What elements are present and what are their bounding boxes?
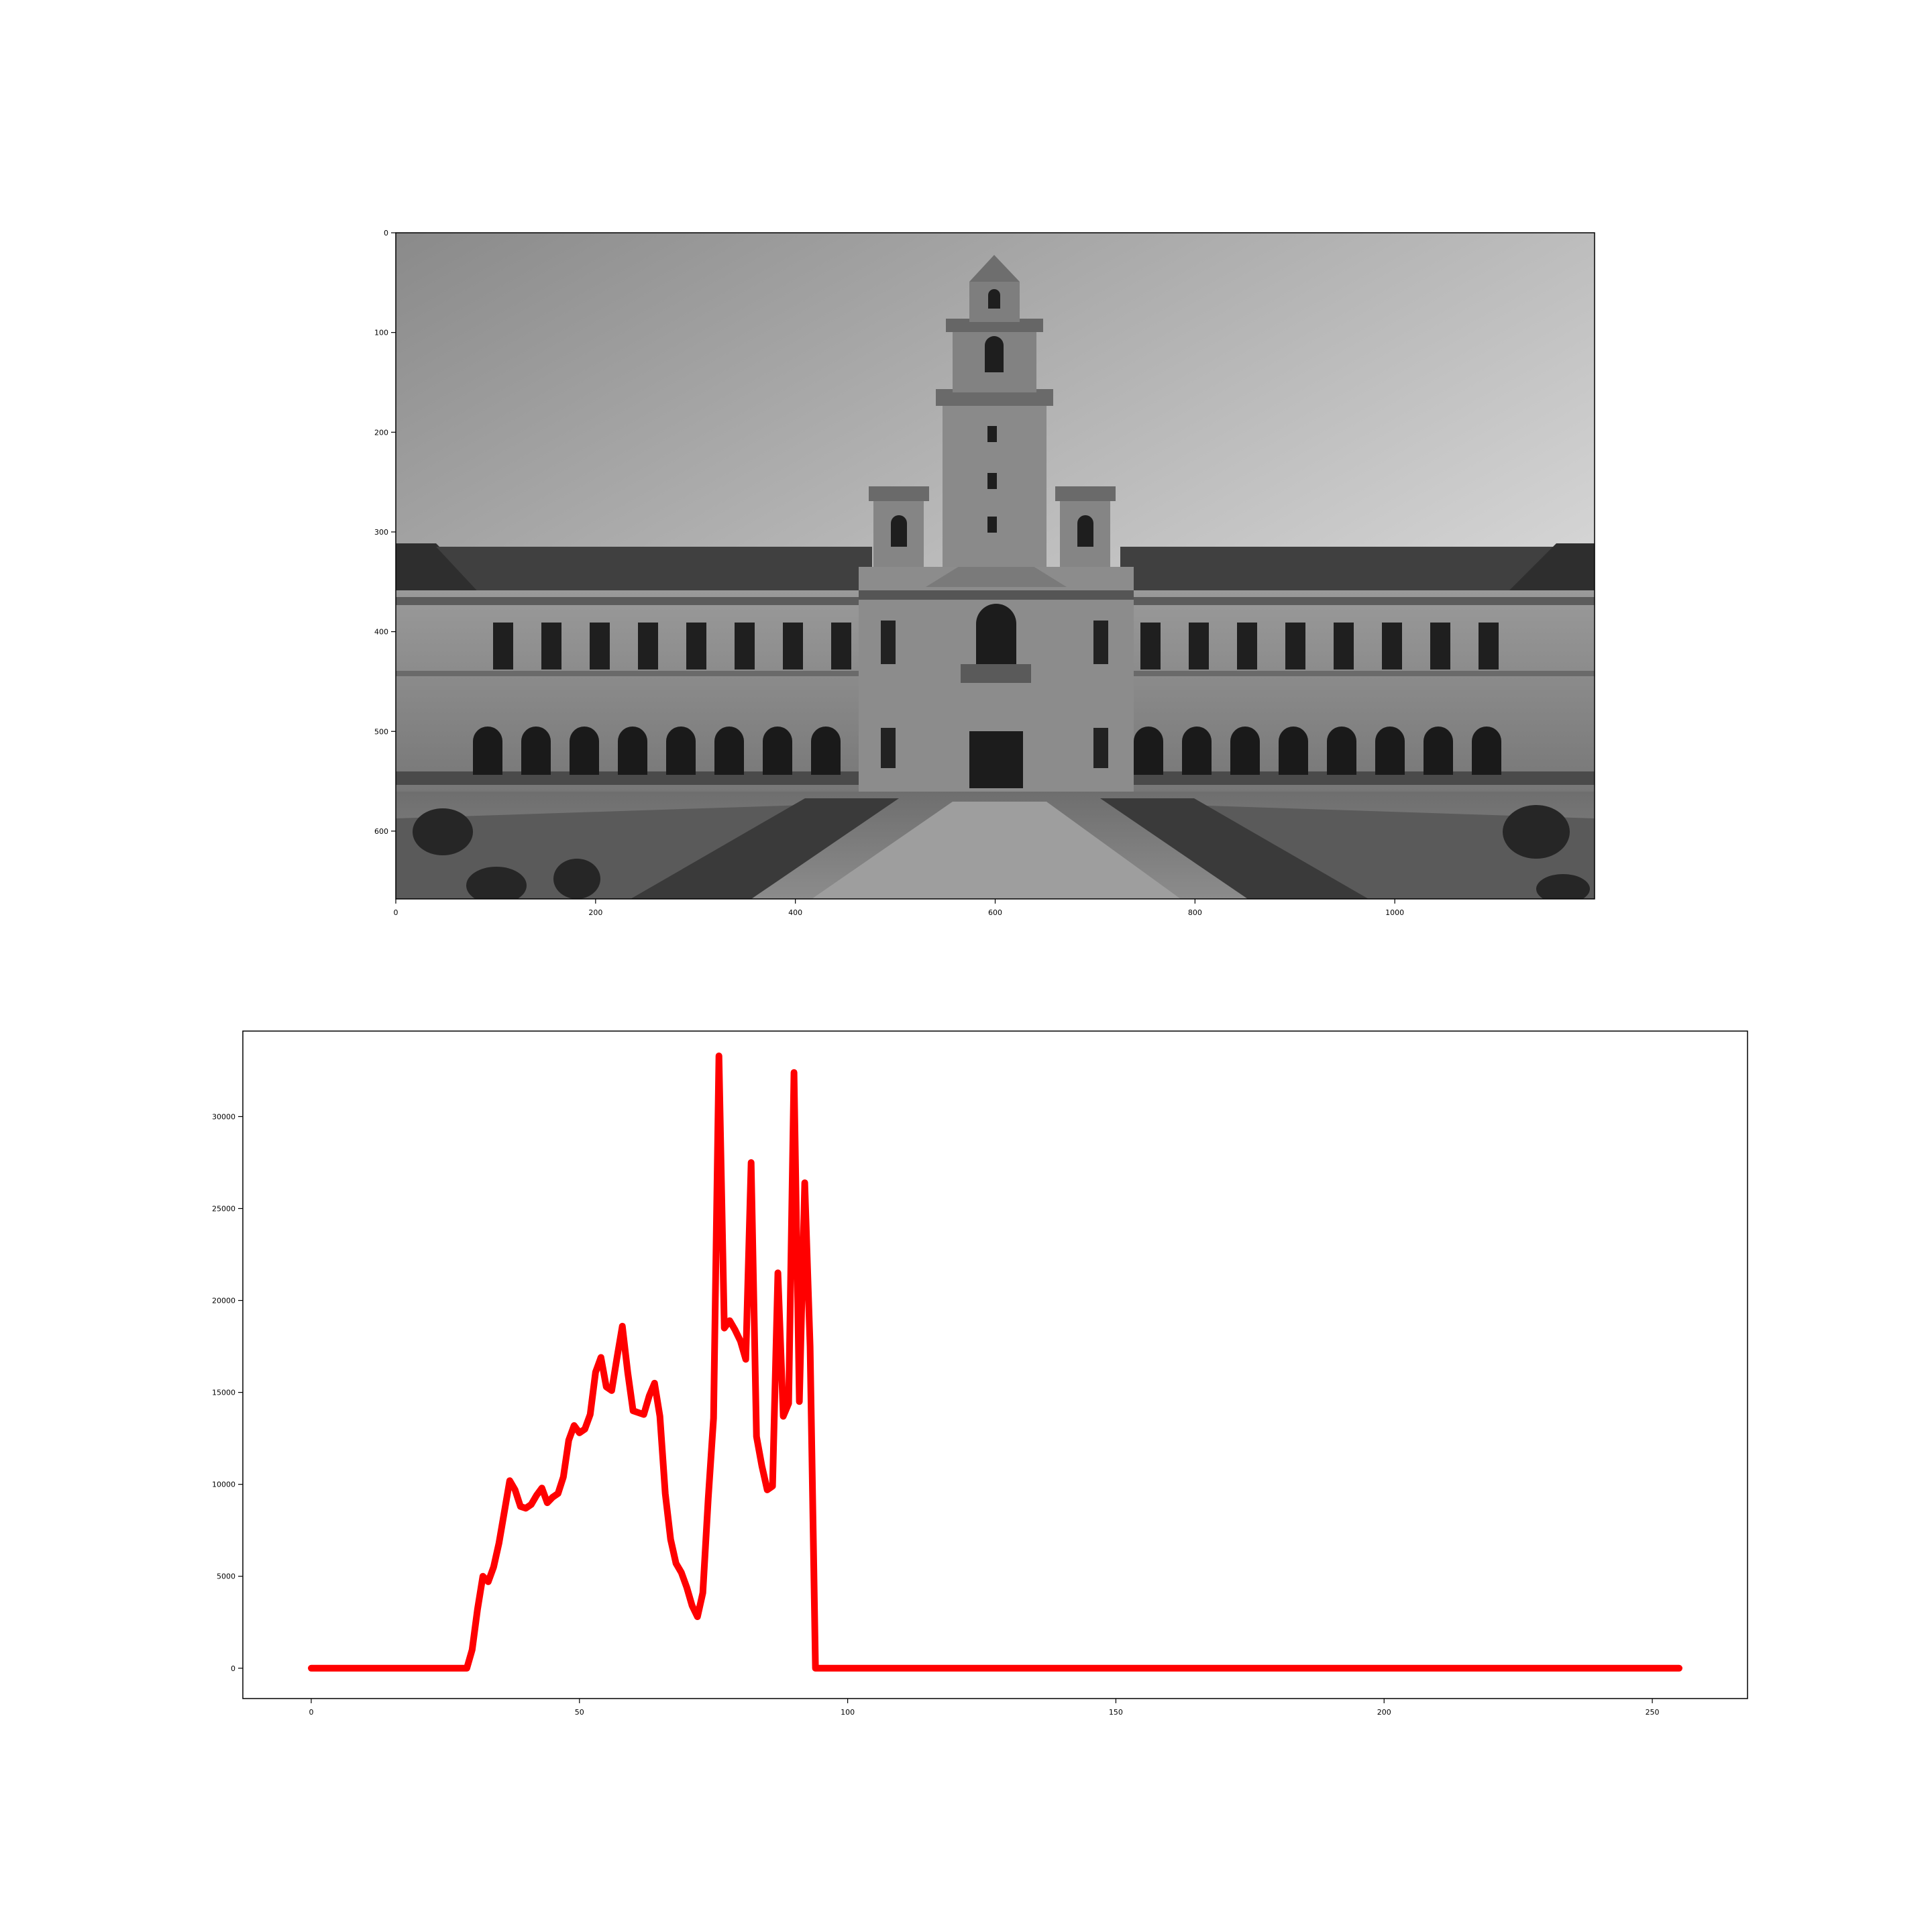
- image-panel: 0 200 400 600 800 1000 0 100 200 300 400 500 600: [374, 229, 1595, 917]
- chart-y-tick-label: 25000: [212, 1205, 235, 1214]
- image-y-tick-label: 600: [374, 827, 388, 836]
- line-chart: 0 50 100 150 200 250 0 5000 10000 15000 20000 2500…: [212, 1030, 1748, 1717]
- image-x-tick-label: 600: [988, 908, 1002, 917]
- chart-y-tick-label: 0: [231, 1664, 235, 1673]
- image-x-tick-label: 800: [1188, 908, 1202, 917]
- chart-x-tick-label: 250: [1646, 1708, 1660, 1717]
- image-x-tick-label: 0: [394, 908, 398, 917]
- chart-x-axis: 0 50 100 150 200 250: [309, 1699, 1660, 1717]
- chart-frame: [242, 1030, 1748, 1699]
- image-x-tick-label: 400: [788, 908, 802, 917]
- image-y-tick-label: 400: [374, 628, 388, 637]
- image-x-tick-label: 200: [588, 908, 602, 917]
- image-y-tick-label: 300: [374, 528, 388, 537]
- building-photo: [396, 233, 1595, 899]
- chart-x-tick-label: 200: [1377, 1708, 1391, 1717]
- image-y-tick-label: 500: [374, 727, 388, 736]
- chart-y-tick-label: 15000: [212, 1389, 235, 1397]
- chart-series-group: [308, 1053, 1682, 1672]
- chart-x-tick-label: 0: [309, 1708, 313, 1717]
- chart-y-tick-label: 10000: [212, 1481, 235, 1489]
- chart-series-line: [308, 1053, 1682, 1672]
- image-y-tick-label: 100: [374, 329, 388, 337]
- image-y-tick-label: 0: [384, 229, 388, 237]
- image-x-tick-label: 1000: [1385, 908, 1404, 917]
- chart-x-tick-label: 150: [1109, 1708, 1123, 1717]
- image-x-axis: 0 200 400 600 800 1000: [394, 899, 1404, 917]
- chart-x-tick-label: 100: [841, 1708, 855, 1717]
- chart-y-axis: 0 5000 10000 15000 20000 25000 30000: [212, 1112, 243, 1673]
- image-y-tick-label: 200: [374, 428, 388, 437]
- image-y-axis: 0 100 200 300 400 500 600: [374, 229, 396, 836]
- chart-y-tick-label: 30000: [212, 1112, 235, 1121]
- chart-y-tick-label: 20000: [212, 1297, 235, 1305]
- chart-y-tick-label: 5000: [217, 1572, 235, 1581]
- chart-x-tick-label: 50: [575, 1708, 584, 1717]
